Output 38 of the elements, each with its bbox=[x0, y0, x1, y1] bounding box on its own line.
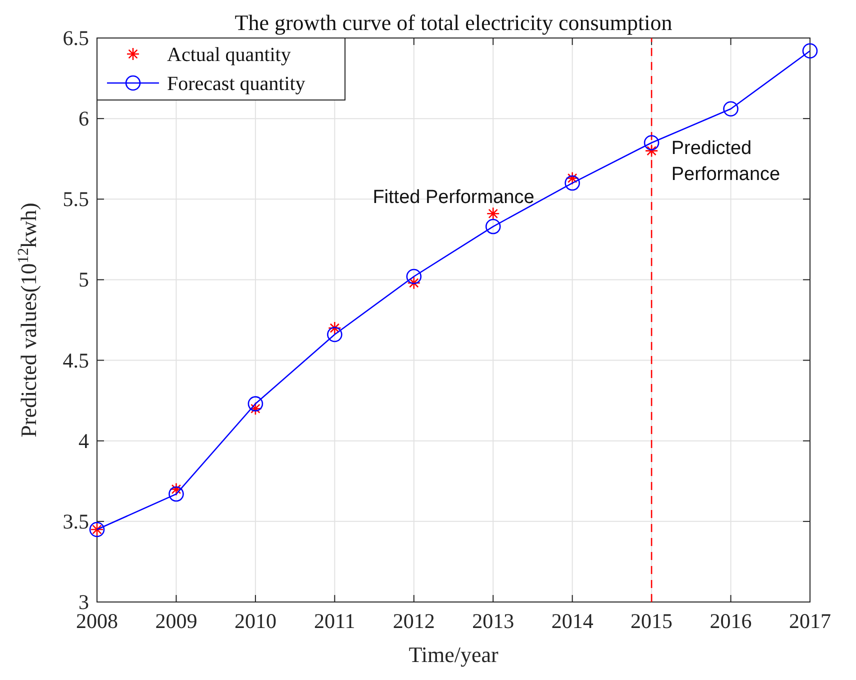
x-tick-label: 2010 bbox=[234, 609, 276, 633]
point bbox=[564, 175, 580, 191]
y-tick-label: 6 bbox=[78, 106, 89, 131]
chart-title: The growth curve of total electricity consumption bbox=[234, 10, 672, 35]
x-tick-label: 2017 bbox=[789, 609, 831, 633]
point bbox=[327, 326, 342, 342]
x-tick-label: 2011 bbox=[314, 609, 356, 633]
y-tick-label: 4.5 bbox=[62, 348, 89, 372]
annotation: Predicted Performance bbox=[671, 138, 780, 186]
x-axis-title: Time/year bbox=[408, 642, 499, 667]
point bbox=[486, 206, 500, 220]
point bbox=[248, 402, 262, 416]
y-tick-label: 5 bbox=[78, 268, 89, 292]
x-tick-label: 2009 bbox=[155, 609, 198, 633]
point bbox=[723, 101, 738, 117]
point bbox=[406, 268, 422, 284]
annotation: Fitted Performance bbox=[372, 187, 534, 208]
point bbox=[485, 218, 501, 234]
x-tick-label: 2014 bbox=[551, 609, 594, 633]
point bbox=[328, 321, 342, 335]
y-tick-label: 3.5 bbox=[62, 509, 89, 534]
point bbox=[644, 144, 658, 158]
point bbox=[407, 276, 421, 290]
y-tick-label: 6.5 bbox=[62, 26, 89, 50]
x-tick-label: 2016 bbox=[710, 609, 752, 633]
y-tick-label: 5.5 bbox=[62, 187, 89, 212]
point bbox=[644, 135, 660, 150]
x-tick-label: 2015 bbox=[630, 609, 673, 633]
point bbox=[248, 396, 264, 412]
legend-label: Actual quantity bbox=[167, 44, 291, 66]
x-tick-label: 2013 bbox=[472, 609, 514, 633]
point bbox=[802, 43, 818, 59]
point bbox=[168, 486, 184, 502]
x-tick-label: 2012 bbox=[392, 609, 435, 633]
legend-label: Forecast quantity bbox=[167, 73, 306, 95]
y-tick-label: 4 bbox=[78, 428, 90, 453]
point bbox=[566, 172, 579, 185]
point bbox=[170, 482, 183, 496]
